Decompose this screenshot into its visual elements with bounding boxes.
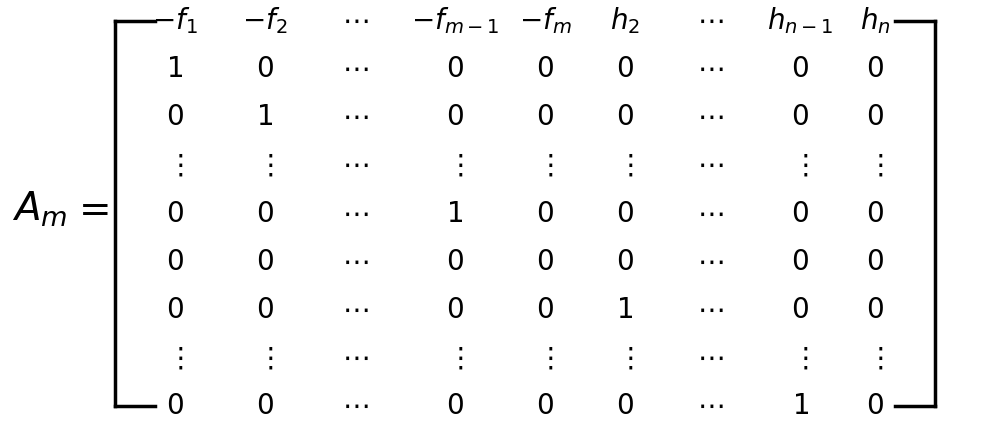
Text: $-f_{2}$: $-f_{2}$	[242, 5, 288, 36]
Text: $0$: $0$	[446, 392, 464, 420]
Text: $0$: $0$	[536, 55, 554, 83]
Text: $\vdots$: $\vdots$	[446, 151, 464, 179]
Text: $1$: $1$	[166, 55, 184, 83]
Text: $0$: $0$	[866, 200, 884, 228]
Text: $0$: $0$	[256, 296, 274, 324]
Text: $\vdots$: $\vdots$	[616, 344, 634, 372]
Text: $\vdots$: $\vdots$	[866, 344, 884, 372]
Text: $\cdots$: $\cdots$	[342, 296, 368, 324]
Text: $\cdots$: $\cdots$	[342, 200, 368, 228]
Text: $A_{m}$: $A_{m}$	[12, 190, 68, 229]
Text: $\cdots$: $\cdots$	[697, 7, 723, 35]
Text: $0$: $0$	[536, 248, 554, 276]
Text: $0$: $0$	[536, 200, 554, 228]
Text: $\cdots$: $\cdots$	[697, 344, 723, 372]
Text: $\vdots$: $\vdots$	[791, 151, 809, 179]
Text: $\vdots$: $\vdots$	[866, 151, 884, 179]
Text: $\cdots$: $\cdots$	[342, 344, 368, 372]
Text: $\cdots$: $\cdots$	[697, 55, 723, 83]
Text: $0$: $0$	[446, 248, 464, 276]
Text: $\cdots$: $\cdots$	[697, 103, 723, 131]
Text: $0$: $0$	[616, 200, 634, 228]
Text: $\vdots$: $\vdots$	[536, 344, 554, 372]
Text: $-f_{m-1}$: $-f_{m-1}$	[411, 5, 499, 36]
Text: $0$: $0$	[166, 296, 184, 324]
Text: $0$: $0$	[256, 55, 274, 83]
Text: $0$: $0$	[616, 248, 634, 276]
Text: $0$: $0$	[166, 103, 184, 131]
Text: $\vdots$: $\vdots$	[791, 344, 809, 372]
Text: $-f_{m}$: $-f_{m}$	[519, 5, 571, 36]
Text: $\vdots$: $\vdots$	[446, 344, 464, 372]
Text: $\vdots$: $\vdots$	[616, 151, 634, 179]
Text: $0$: $0$	[536, 392, 554, 420]
Text: $\vdots$: $\vdots$	[166, 344, 184, 372]
Text: $0$: $0$	[446, 55, 464, 83]
Text: $0$: $0$	[866, 296, 884, 324]
Text: $=$: $=$	[71, 190, 109, 228]
Text: $0$: $0$	[536, 296, 554, 324]
Text: $h_{n}$: $h_{n}$	[860, 5, 890, 36]
Text: $0$: $0$	[791, 296, 809, 324]
Text: $0$: $0$	[791, 103, 809, 131]
Text: $0$: $0$	[256, 248, 274, 276]
Text: $0$: $0$	[791, 248, 809, 276]
Text: $0$: $0$	[866, 55, 884, 83]
Text: $0$: $0$	[866, 103, 884, 131]
Text: $0$: $0$	[791, 200, 809, 228]
Text: $\cdots$: $\cdots$	[697, 296, 723, 324]
Text: $1$: $1$	[256, 103, 274, 131]
Text: $\cdots$: $\cdots$	[697, 248, 723, 276]
Text: $0$: $0$	[536, 103, 554, 131]
Text: $\cdots$: $\cdots$	[697, 151, 723, 179]
Text: $0$: $0$	[446, 103, 464, 131]
Text: $\cdots$: $\cdots$	[697, 392, 723, 420]
Text: $\cdots$: $\cdots$	[342, 392, 368, 420]
Text: $\vdots$: $\vdots$	[256, 151, 274, 179]
Text: $1$: $1$	[616, 296, 634, 324]
Text: $1$: $1$	[446, 200, 464, 228]
Text: $h_{2}$: $h_{2}$	[610, 5, 640, 36]
Text: $0$: $0$	[616, 103, 634, 131]
Text: $0$: $0$	[256, 392, 274, 420]
Text: $\cdots$: $\cdots$	[342, 55, 368, 83]
Text: $\vdots$: $\vdots$	[166, 151, 184, 179]
Text: $0$: $0$	[166, 248, 184, 276]
Text: $\vdots$: $\vdots$	[536, 151, 554, 179]
Text: $0$: $0$	[866, 392, 884, 420]
Text: $0$: $0$	[446, 296, 464, 324]
Text: $1$: $1$	[792, 392, 808, 420]
Text: $\cdots$: $\cdots$	[697, 200, 723, 228]
Text: $\vdots$: $\vdots$	[256, 344, 274, 372]
Text: $0$: $0$	[791, 55, 809, 83]
Text: $\cdots$: $\cdots$	[342, 103, 368, 131]
Text: $-f_{1}$: $-f_{1}$	[152, 5, 198, 36]
Text: $0$: $0$	[616, 392, 634, 420]
Text: $\cdots$: $\cdots$	[342, 151, 368, 179]
Text: $0$: $0$	[866, 248, 884, 276]
Text: $\cdots$: $\cdots$	[342, 7, 368, 35]
Text: $0$: $0$	[256, 200, 274, 228]
Text: $h_{n-1}$: $h_{n-1}$	[767, 5, 833, 36]
Text: $0$: $0$	[166, 200, 184, 228]
Text: $0$: $0$	[616, 55, 634, 83]
Text: $\cdots$: $\cdots$	[342, 248, 368, 276]
Text: $0$: $0$	[166, 392, 184, 420]
